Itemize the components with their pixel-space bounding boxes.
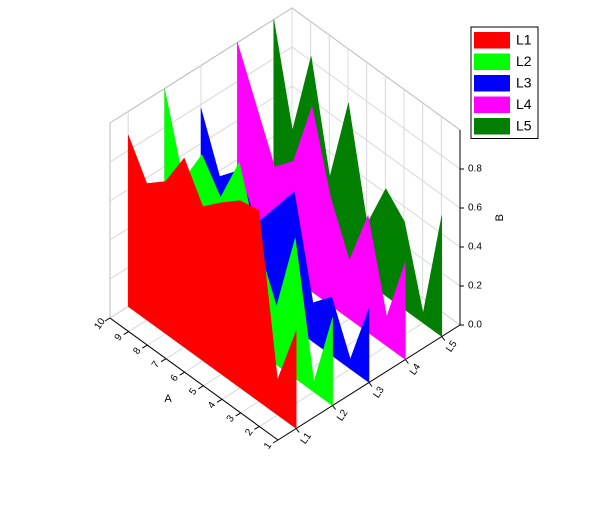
legend-swatch [474, 53, 510, 70]
y-tick-label: 0.4 [468, 242, 482, 253]
x-tick-label: 5 [187, 386, 199, 397]
z-tick [332, 405, 337, 410]
legend-swatch [474, 118, 510, 135]
x-tick-label: 2 [243, 427, 255, 438]
x-tick [142, 344, 148, 349]
x-tick-label: 9 [113, 332, 125, 343]
z-tick-label: L2 [335, 408, 351, 424]
x-tick [160, 358, 167, 363]
legend-label: L5 [516, 117, 532, 133]
x-axis [109, 317, 279, 441]
y-tick-label: 0.0 [468, 320, 482, 331]
legend-label: L3 [516, 74, 532, 90]
x-tick-label: 10 [92, 316, 108, 332]
legend-label: L4 [516, 96, 532, 112]
y-tick-label: 0.6 [468, 203, 482, 214]
x-tick [198, 385, 204, 390]
z-tick-label: L5 [444, 339, 460, 355]
legend-swatch [474, 75, 510, 92]
z-tick [368, 382, 373, 387]
y-tick-label: 0.2 [468, 281, 482, 292]
grid-line [291, 46, 461, 170]
legend-label: L1 [516, 31, 532, 47]
x-tick-label: 4 [206, 400, 218, 411]
x-tick-label: 8 [131, 345, 143, 356]
x-tick-label: 7 [150, 359, 162, 370]
z-tick-label: L3 [371, 385, 387, 401]
z-tick [441, 336, 446, 341]
z-tick [404, 359, 409, 364]
x-tick [179, 371, 185, 376]
x-tick [272, 439, 279, 444]
y-axis-label: B [494, 214, 506, 221]
x-tick-label: 6 [169, 373, 181, 384]
x-tick [254, 426, 260, 430]
z-tick-label: L1 [299, 431, 315, 447]
x-axis-label: A [164, 393, 172, 405]
x-tick-label: 3 [225, 413, 237, 424]
x-tick [123, 331, 129, 335]
legend-label: L2 [516, 53, 532, 69]
legend-swatch [474, 96, 510, 113]
grid-line [291, 85, 461, 209]
x-tick [104, 317, 111, 322]
legend-swatch [474, 32, 510, 49]
x-tick [216, 398, 223, 403]
z-tick [295, 428, 300, 433]
x-tick [235, 412, 241, 417]
ribbon [127, 134, 297, 429]
y-tick-label: 0.8 [468, 164, 482, 175]
z-tick-label: L4 [408, 362, 424, 378]
x-tick-label: 1 [262, 440, 274, 451]
